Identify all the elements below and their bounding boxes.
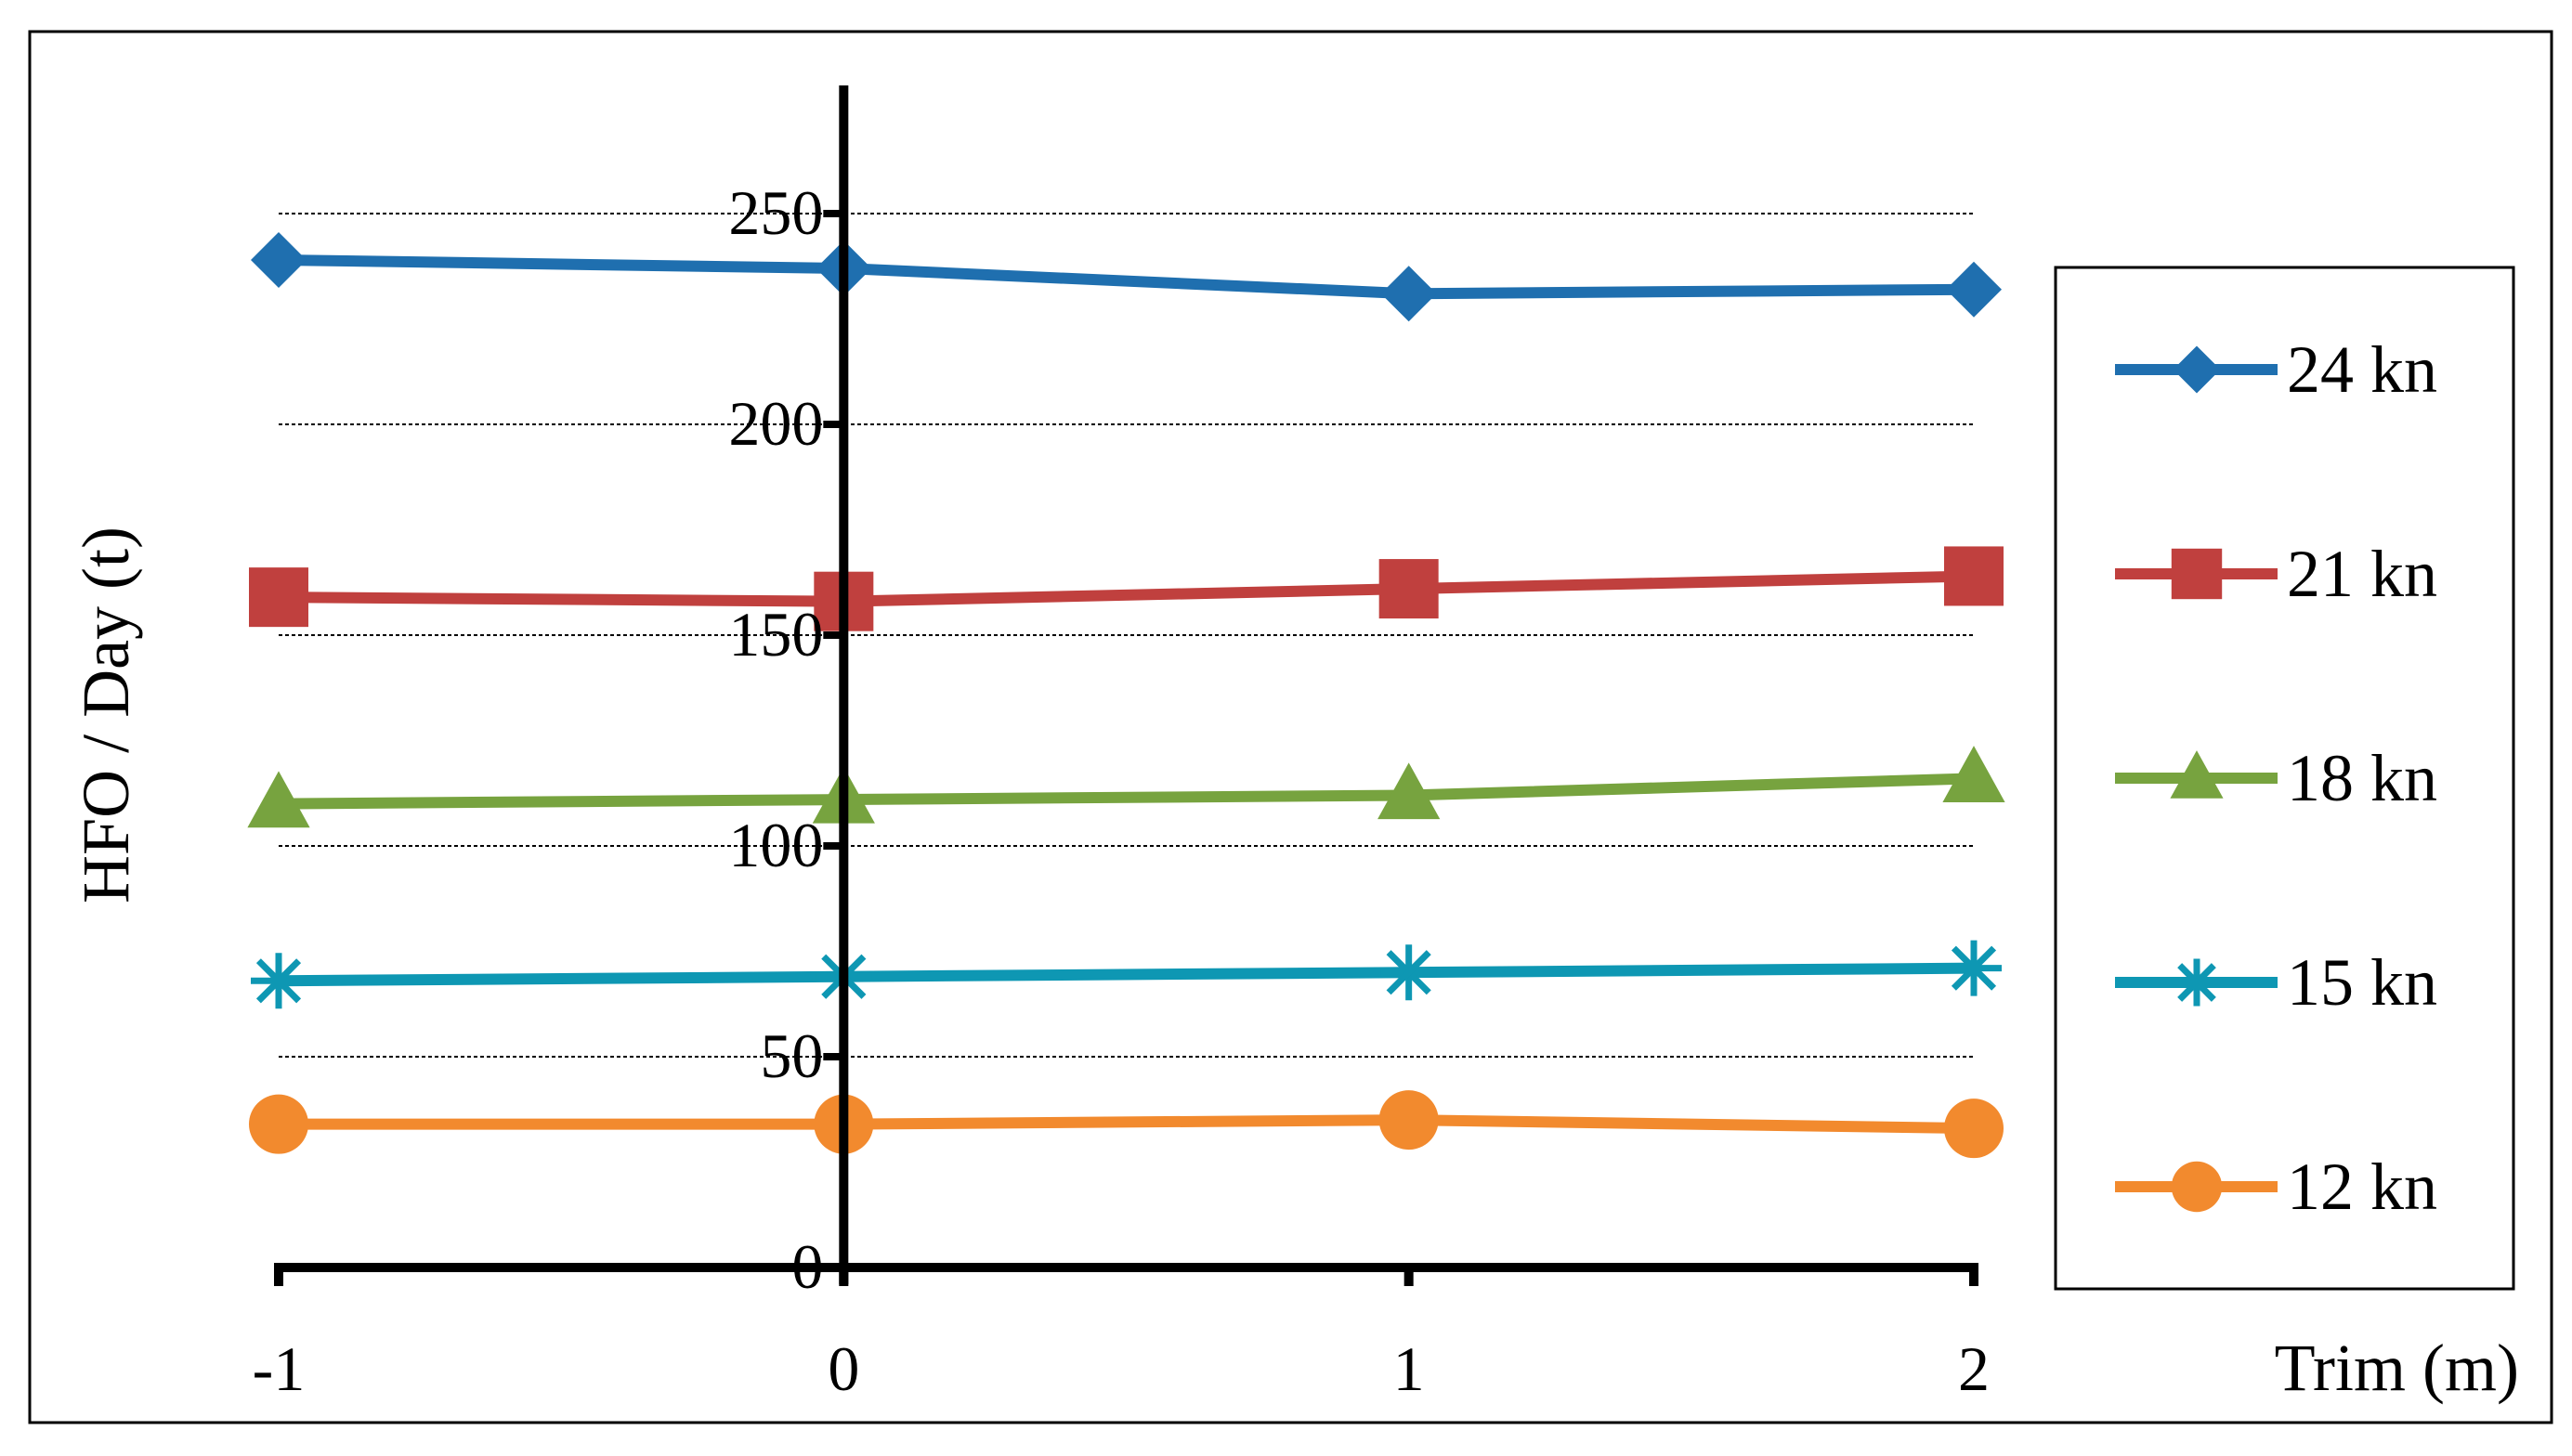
series-line (278, 254, 1975, 300)
series-12-kn (249, 1090, 2004, 1159)
data-point-circle (2171, 1161, 2223, 1213)
data-point-star (2173, 958, 2221, 1007)
data-point-diamond (1946, 261, 2002, 318)
data-point-star (251, 953, 307, 1009)
x-tick-label: 2 (1958, 1333, 1990, 1404)
data-point-diamond (251, 231, 307, 288)
y-tick-label: 200 (728, 388, 823, 459)
data-point-square (1944, 546, 2004, 606)
legend-entry: 12 kn (2115, 1150, 2437, 1224)
x-tick-label: 1 (1393, 1333, 1425, 1404)
legend-label: 12 kn (2287, 1150, 2437, 1224)
x-tick-label: -1 (253, 1333, 306, 1404)
legend: 24 kn 21 kn 18 kn 15 kn 12 kn (2054, 266, 2515, 1291)
series-line (279, 1114, 1975, 1135)
data-point-triangle (2170, 750, 2224, 799)
axis-labels: HFO / Day (t) Trim (m) (69, 526, 2519, 1405)
data-point-circle (249, 1094, 308, 1154)
data-point-circle (1944, 1098, 2004, 1159)
x-tick-label: 0 (828, 1333, 859, 1404)
gridlines (279, 213, 1974, 1058)
y-axis-label: HFO / Day (t) (69, 526, 143, 904)
data-point-triangle (1942, 746, 2005, 802)
data-point-circle (1378, 1090, 1439, 1150)
series-line (278, 773, 1975, 810)
legend-entry: 18 kn (2115, 741, 2437, 815)
data-point-square (2171, 548, 2223, 600)
legend-label: 18 kn (2287, 741, 2437, 815)
data-point-diamond (2173, 345, 2221, 394)
legend-entry: 24 kn (2115, 332, 2437, 407)
y-tick-label: 100 (728, 810, 823, 880)
legend-entry: 15 kn (2115, 945, 2437, 1020)
legend-label: 24 kn (2287, 332, 2437, 407)
y-tick-label: 50 (760, 1020, 823, 1091)
data-point-star (1946, 940, 2002, 996)
legend-label: 15 kn (2287, 945, 2437, 1020)
y-tick-label: 150 (728, 599, 823, 670)
series-line (278, 962, 1975, 987)
x-axis-label: Trim (m) (2275, 1331, 2519, 1405)
star-stroke (255, 958, 302, 1004)
data-point-square (1378, 559, 1439, 619)
data-point-triangle (247, 771, 310, 828)
series-24-kn (251, 231, 2002, 322)
star-stroke (1951, 945, 1997, 991)
star-stroke (2177, 963, 2216, 1002)
data-point-star (1380, 944, 1437, 1001)
data-point-diamond (1380, 266, 1437, 322)
star-stroke (1386, 950, 1431, 995)
y-tick-label: 250 (728, 177, 823, 248)
data-point-square (249, 567, 308, 628)
legend-label: 21 kn (2287, 537, 2437, 611)
data-point-triangle (1377, 762, 1441, 820)
series-line (278, 570, 1975, 607)
legend-entry: 21 kn (2115, 537, 2437, 611)
